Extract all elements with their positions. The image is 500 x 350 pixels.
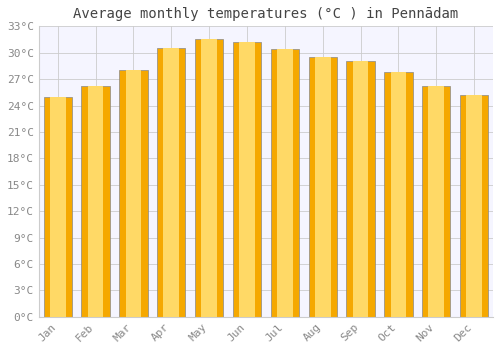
Bar	[233, 42, 261, 317]
Bar	[428, 86, 444, 317]
Bar	[195, 40, 224, 317]
Title: Average monthly temperatures (°C ) in Pennādam: Average monthly temperatures (°C ) in Pe…	[74, 7, 458, 21]
Bar	[277, 49, 292, 317]
Bar	[346, 62, 375, 317]
Bar	[422, 86, 450, 317]
Bar	[164, 48, 179, 317]
Bar	[88, 86, 104, 317]
Bar	[44, 97, 72, 317]
Bar	[202, 40, 217, 317]
Bar	[308, 57, 337, 317]
Bar	[384, 72, 412, 317]
Bar	[119, 70, 148, 317]
Bar	[270, 49, 299, 317]
Bar	[157, 48, 186, 317]
Bar	[126, 70, 141, 317]
Bar	[466, 95, 482, 317]
Bar	[239, 42, 255, 317]
Bar	[82, 86, 110, 317]
Bar	[315, 57, 330, 317]
Bar	[460, 95, 488, 317]
Bar	[390, 72, 406, 317]
Bar	[353, 62, 368, 317]
Bar	[50, 97, 66, 317]
